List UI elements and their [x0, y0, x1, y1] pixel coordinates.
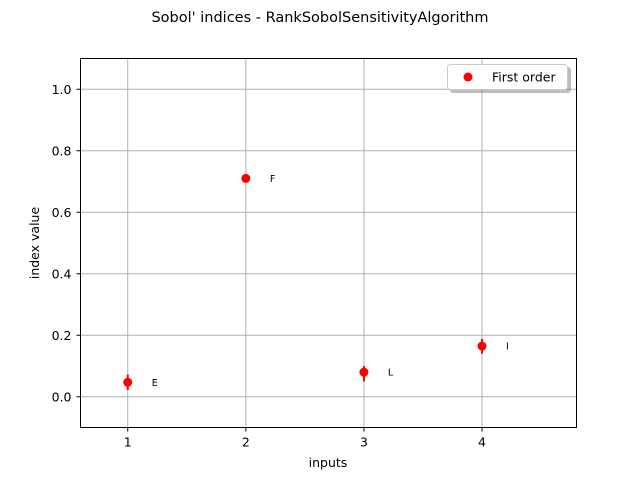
y-tick-label: 1.0	[52, 82, 72, 97]
legend-label: First order	[492, 70, 556, 85]
grid-lines	[80, 58, 577, 428]
x-axis-ticks: 1 2 3 4	[124, 427, 486, 450]
point-label: L	[388, 368, 394, 379]
y-tick-label: 0.2	[52, 328, 72, 343]
point-label: F	[270, 174, 275, 185]
y-tick-label: 0.4	[52, 266, 72, 281]
data-point	[477, 341, 487, 351]
point-label: I	[506, 342, 509, 353]
legend-marker	[463, 72, 473, 82]
data-points	[123, 173, 487, 387]
data-point	[359, 367, 369, 377]
y-tick-label: 0.8	[52, 143, 72, 158]
error-bars	[126, 175, 484, 390]
plot-frame	[80, 58, 577, 428]
data-point	[123, 377, 133, 387]
legend-box	[447, 64, 568, 90]
y-tick-label: 0.0	[52, 389, 72, 404]
x-tick-label: 3	[360, 435, 368, 450]
legend: First order	[447, 64, 571, 93]
x-tick-label: 1	[124, 435, 132, 450]
point-labels: E F L I	[152, 174, 509, 389]
x-axis-label: inputs	[309, 455, 348, 470]
y-axis-label: index value	[27, 207, 42, 280]
chart-title: Sobol' indices - RankSobolSensitivityAlg…	[151, 10, 488, 26]
point-label: E	[152, 378, 158, 389]
y-tick-label: 0.6	[52, 205, 72, 220]
x-tick-label: 4	[478, 435, 486, 450]
data-point	[241, 173, 251, 183]
x-tick-label: 2	[242, 435, 250, 450]
y-axis-ticks: 0.0 0.2 0.4 0.6 0.8 1.0	[52, 82, 81, 404]
